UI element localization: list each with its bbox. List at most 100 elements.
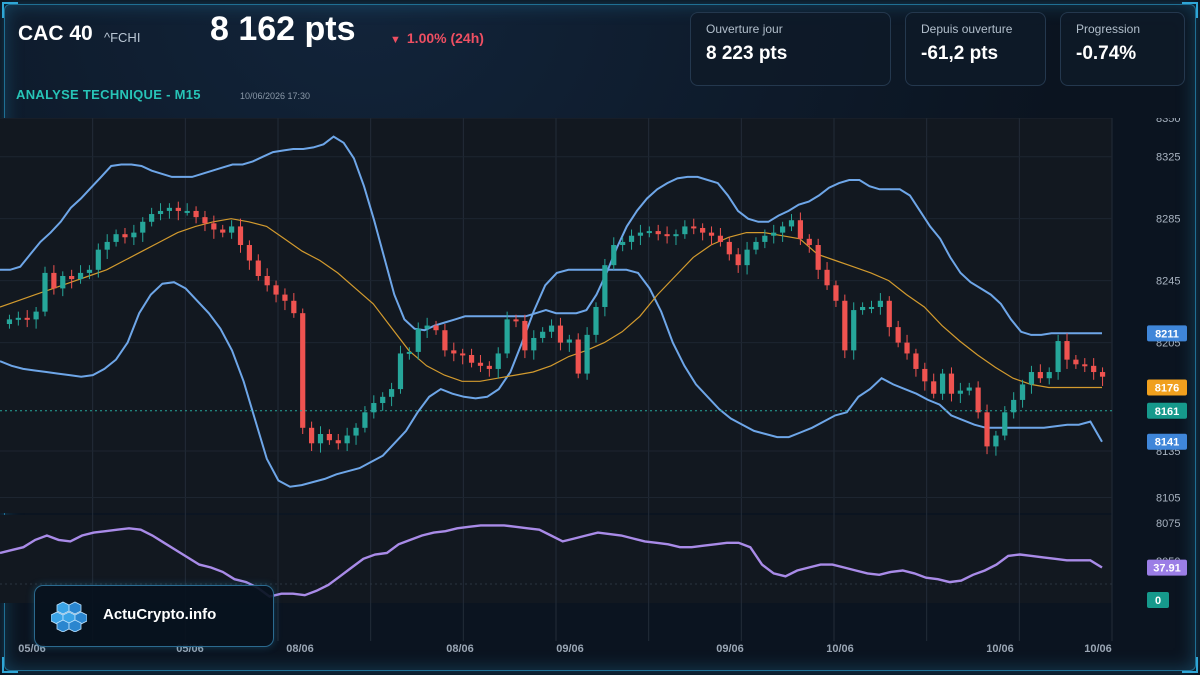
candle-body [69,276,75,280]
ticker-symbol: ^FCHI [104,30,141,45]
candle-body [797,220,803,239]
candle-body [1064,341,1070,360]
candle-body [451,350,457,354]
candle-body [815,245,821,270]
candle-body [531,337,537,351]
x-axis-label: 08/06 [446,643,474,655]
candle-body [317,434,324,444]
candle-body [371,403,377,413]
rsi-line [0,524,1103,598]
candle-body [708,232,715,236]
y-tick-label: 8105 [1156,493,1180,505]
candle-body [788,220,795,227]
candle-body [246,245,252,261]
candle-body [104,241,110,250]
stat-label: Depuis ouverture [921,22,1013,36]
y-tick-label: 8350 [1156,118,1180,125]
candle-body [113,234,119,242]
candle-body [540,331,546,338]
candle-body [42,272,48,312]
candle-body [149,214,155,222]
candle-body [424,325,430,329]
candle-body [157,210,164,215]
candle-body [771,232,777,236]
frame-corner [2,657,18,673]
candle-body [860,306,866,311]
candle-body [291,300,297,314]
candle-body [309,427,315,444]
candle-body [522,320,528,351]
candle-body [326,434,332,441]
price-chart[interactable]: 8350832582858245820581358105807580502682… [0,113,1200,660]
rsi-tag-label: 37.91 [1153,563,1181,575]
candle-body [922,368,928,382]
candle-body [984,412,990,447]
candle-body [86,269,93,273]
candle-body [664,234,670,237]
stat-card-progression: Progression -0.74% [1060,12,1185,86]
candle-body [700,227,706,233]
candle-body [557,325,564,343]
candle-body [468,355,475,363]
y-tick-label: 8245 [1156,276,1180,288]
brand-badge[interactable]: ActuCrypto.info [34,585,274,647]
candle-body [628,235,635,242]
candle-body [593,306,599,335]
candle-body [397,353,404,390]
current-price: 8 162 pts [210,10,356,48]
price-change-value: 1.00% (24h) [406,30,484,46]
candle-body [415,328,421,352]
price-tag-label: 8211 [1155,328,1179,340]
stat-label: Ouverture jour [706,22,783,36]
candle-body [6,319,13,325]
candle-body [877,300,883,307]
candle-body [77,272,84,280]
candle-body [904,342,910,354]
x-axis-label: 10/06 [1084,643,1112,655]
candle-body [868,306,875,309]
candle-body [966,387,972,391]
candle-body [575,339,581,374]
candle-body [673,234,679,237]
candle-body [762,235,768,242]
candle-body [806,238,812,246]
x-axis-label: 09/06 [716,643,744,655]
chart-area[interactable]: 8350832582858245820581358105807580502682… [0,113,1200,660]
candle-body [300,313,306,428]
candle-body [611,245,617,266]
candle-body [824,269,830,286]
candle-body [584,334,590,374]
rsi-tick-label: 8075 [1156,518,1180,530]
candle-body [939,373,946,394]
candle-body [1091,365,1097,373]
chart-subtitle: ANALYSE TECHNIQUE - M15 [16,87,201,102]
candle-body [735,254,741,266]
candle-body [495,353,501,369]
candle-body [282,294,288,301]
candle-body [229,226,235,233]
candle-body [1002,412,1008,436]
candle-body [1028,372,1035,385]
rsi-tag-label: 0 [1155,595,1161,607]
candle-body [95,249,101,270]
candle-body [388,389,395,397]
price-tag [1147,379,1187,396]
candle-body [1055,341,1061,373]
candle-body [691,226,697,229]
candle-body [442,330,448,351]
candle-body [1046,372,1052,379]
candle-body [957,390,963,394]
candle-body [682,226,688,235]
candle-body [948,373,955,394]
rsi-tag [1147,559,1187,576]
frame-corner [1182,2,1198,18]
chart-timestamp: 10/06/2026 17:30 [240,91,311,101]
candle-body [895,327,901,343]
candle-body [220,229,226,233]
candle-body [548,325,555,332]
candle-body [913,353,919,369]
candle-body [131,232,137,238]
candle-body [273,285,279,295]
candle-body [1011,399,1017,413]
candle-body [460,353,466,356]
